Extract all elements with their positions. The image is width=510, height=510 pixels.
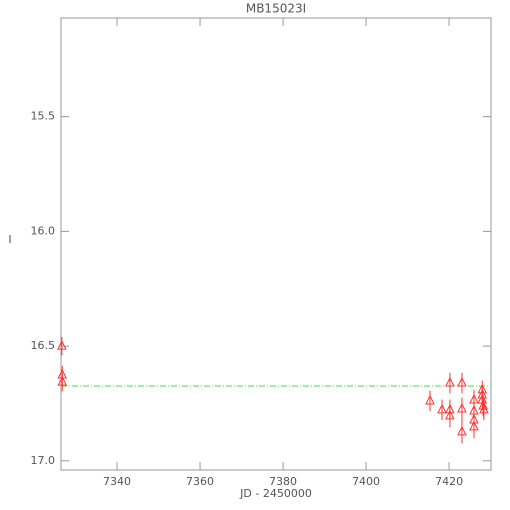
- x-tick-label: 7420: [435, 475, 463, 488]
- data-point: [437, 403, 447, 414]
- data-point: [457, 425, 467, 436]
- data-point: [445, 376, 455, 387]
- data-point: [57, 376, 68, 386]
- y-tick-label: 17.0: [31, 454, 56, 467]
- data-point: [457, 402, 467, 413]
- x-tick-label: 7340: [103, 475, 131, 488]
- data-point: [57, 339, 67, 350]
- y-tick-label: 16.0: [31, 224, 56, 237]
- data-point: [479, 403, 489, 414]
- data-point: [445, 409, 455, 420]
- y-axis-label: I: [8, 233, 11, 246]
- data-point: [478, 399, 488, 410]
- y-tick-label: 15.5: [31, 110, 56, 123]
- x-axis-label: JD - 2450000: [239, 487, 312, 500]
- data-point: [469, 420, 479, 431]
- chart-title: MB15023I: [246, 2, 306, 16]
- plot-frame: [60, 17, 492, 471]
- x-tick-label: 7400: [352, 475, 380, 488]
- data-point: [457, 376, 467, 387]
- x-tick-label: 7360: [186, 475, 214, 488]
- y-tick-label: 16.5: [31, 339, 56, 352]
- data-point: [425, 394, 435, 405]
- x-tick-label: 7380: [269, 475, 297, 488]
